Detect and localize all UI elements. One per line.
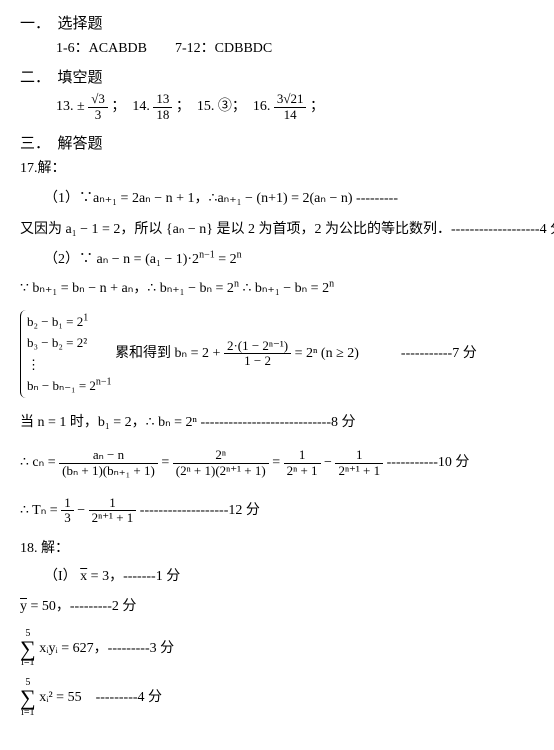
cn-score: -----------10 分	[387, 455, 470, 470]
cn1-den: (bₙ + 1)(bₙ₊₁ + 1)	[59, 464, 158, 478]
cn2-den: (2ⁿ + 1)(2ⁿ⁺¹ + 1)	[173, 464, 269, 478]
q17-cn: ∴ cₙ = aₙ − n(bₙ + 1)(bₙ₊₁ + 1) = 2ⁿ(2ⁿ …	[20, 448, 534, 478]
q18-l3: 5∑i=1 xᵢyᵢ = 627，---------3 分	[20, 629, 534, 669]
q17-p3a: （2）∵ aₙ − n = (a₁ − 1)·2	[44, 252, 199, 267]
q18-title: 18. 解：	[20, 538, 534, 560]
q18-l4: 5∑i=1 xᵢ² = 55 ---------4 分	[20, 678, 534, 718]
sigma-icon: ∑	[20, 639, 36, 659]
q13-sep: ； 14.	[111, 99, 150, 114]
brace-row-4: bₙ − bₙ₋₁ = 2n−1	[27, 376, 112, 396]
cum-pre: 累和得到 bₙ = 2 +	[115, 346, 224, 361]
q18-l1-pre: （I）	[44, 569, 77, 584]
sum2-bot: i=1	[20, 708, 36, 718]
tn2-den: 2ⁿ⁺¹ + 1	[89, 511, 137, 525]
tn1-den: 3	[61, 511, 74, 525]
brace-row-2: b₃ − b₂ = 2²	[27, 333, 112, 353]
cum-den: 1 − 2	[224, 354, 291, 368]
cn2-num: 2ⁿ	[173, 448, 269, 463]
cn-pre: ∴ cₙ =	[20, 455, 59, 470]
q17-p3b: = 2	[218, 252, 236, 267]
q17-brace-block: b₂ − b₁ = 21 b₃ − b₂ = 2² ⋮ bₙ − bₙ₋₁ = …	[20, 310, 534, 398]
brace-row-3: ⋮	[27, 355, 112, 375]
section-2-title: 二． 填空题	[20, 66, 534, 90]
section-1-title: 一． 选择题	[20, 12, 534, 36]
q17-title: 17.解：	[20, 158, 534, 180]
q17-p2: 又因为 a₁ − 1 = 2，所以 {aₙ − n} 是以 2 为首项，2 为公…	[20, 219, 534, 241]
q16-num: 3√21	[274, 92, 307, 107]
cn3-num: 1	[284, 448, 321, 463]
sigma-icon: ∑	[20, 688, 36, 708]
section-3-title: 三． 解答题	[20, 132, 534, 156]
q17-p4a: ∵ bₙ₊₁ = bₙ − n + aₙ，∴ bₙ₊₁ − bₙ = 2	[20, 281, 234, 296]
q13-pre: 13. ±	[56, 99, 85, 114]
tn-score: -------------------12 分	[140, 503, 260, 518]
section-1-answers: 1-6：ACABDB 7-12：CDBBDC	[20, 38, 534, 60]
q16-post: ；	[310, 99, 324, 114]
q18-l1: （I） x = 3，-------1 分	[20, 566, 534, 588]
brace-row-1: b₂ − b₁ = 21	[27, 312, 112, 332]
q16-den: 14	[274, 108, 307, 122]
q17-tn: ∴ Tₙ = 13 − 12ⁿ⁺¹ + 1 ------------------…	[20, 496, 534, 526]
sum1-bot: i=1	[20, 658, 36, 668]
tn1-num: 1	[61, 496, 74, 511]
q18-l1-val: = 3，-------1 分	[91, 569, 181, 584]
cn3-den: 2ⁿ + 1	[284, 464, 321, 478]
q18-l4-body: xᵢ² = 55 ---------4 分	[39, 691, 162, 706]
q18-l2-val: = 50，---------2 分	[31, 599, 137, 614]
fill-blank-answers: 13. ± √33 ； 14. 1318 ； 15. ③； 16. 3√2114…	[20, 92, 534, 122]
tn2-num: 1	[89, 496, 137, 511]
cn4-num: 1	[335, 448, 383, 463]
q17-p6: 当 n = 1 时，b₁ = 2，∴ bₙ = 2ⁿ -------------…	[20, 412, 534, 434]
q17-p4: ∵ bₙ₊₁ = bₙ − n + aₙ，∴ bₙ₊₁ − bₙ = 2n ∴ …	[20, 278, 534, 300]
q14-num: 13	[153, 92, 172, 107]
q17-p1: （1）∵aₙ₊₁ = 2aₙ − n + 1，∴aₙ₊₁ − (n+1) = 2…	[20, 188, 534, 210]
cum-num: 2·(1 − 2ⁿ⁻¹)	[224, 339, 291, 354]
q18-l2-var: y	[20, 599, 27, 614]
cum-post: = 2ⁿ (n ≥ 2) -----------7 分	[295, 346, 477, 361]
q17-p4b: ∴ bₙ₊₁ − bₙ = 2	[242, 281, 329, 296]
tn-pre: ∴ Tₙ =	[20, 503, 61, 518]
q14-den: 18	[153, 108, 172, 122]
cn1-num: aₙ − n	[59, 448, 158, 463]
q18-l3-body: xᵢyᵢ = 627，---------3 分	[39, 641, 174, 656]
q17-p3: （2）∵ aₙ − n = (a₁ − 1)·2n−1 = 2n	[20, 249, 534, 271]
cn4-den: 2ⁿ⁺¹ + 1	[335, 464, 383, 478]
q14-post: ； 15. ③； 16.	[176, 99, 271, 114]
q18-l1-var: x	[80, 569, 87, 584]
q13-num: √3	[88, 92, 108, 107]
q18-l2: y = 50，---------2 分	[20, 596, 534, 618]
q13-den: 3	[88, 108, 108, 122]
